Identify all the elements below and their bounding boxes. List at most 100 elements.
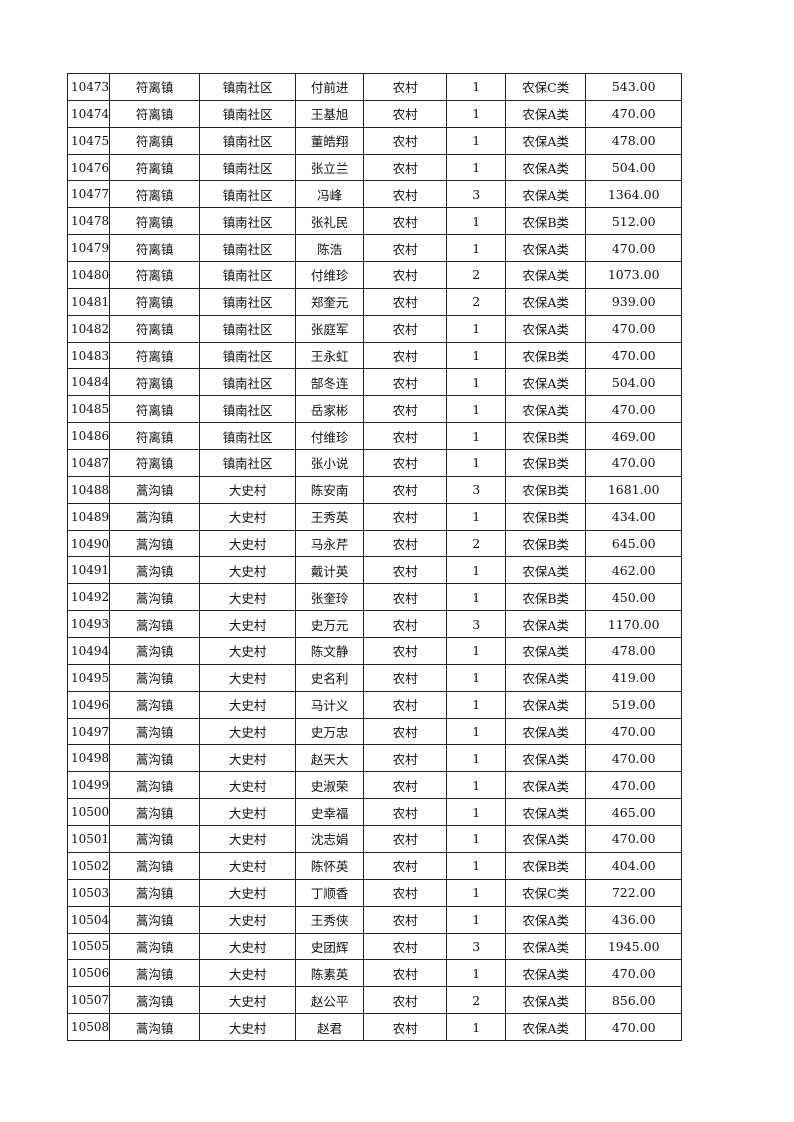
cell-household-type: 农村	[363, 825, 448, 853]
cell-village: 大史村	[199, 959, 297, 988]
cell-amount: 465.00	[585, 798, 683, 827]
cell-amount: 470.00	[585, 771, 683, 800]
cell-town: 符离镇	[109, 368, 201, 397]
cell-family-size: 1	[446, 153, 507, 182]
cell-town: 蒿沟镇	[109, 798, 201, 827]
cell-family-size: 1	[446, 234, 507, 263]
table-row: 10482 符离镇 镇南社区 张庭军 农村 1 农保A类 470.00	[66, 314, 683, 343]
cell-town: 蒿沟镇	[109, 637, 201, 665]
cell-family-size: 3	[446, 932, 507, 961]
cell-amount: 504.00	[585, 153, 683, 182]
cell-household-type: 农村	[363, 851, 448, 880]
cell-town: 蒿沟镇	[109, 878, 201, 907]
cell-town: 符离镇	[109, 180, 201, 209]
cell-village: 大史村	[199, 663, 297, 692]
cell-family-size: 1	[446, 905, 507, 934]
cell-town: 符离镇	[109, 341, 201, 370]
cell-village: 大史村	[199, 556, 297, 585]
cell-family-size: 1	[446, 126, 507, 155]
data-table: 10473 符离镇 镇南社区 付前进 农村 1 农保C类 543.00 10474 符离镇 镇南社区…	[66, 73, 683, 1041]
cell-person-name: 丁顺香	[295, 878, 365, 907]
cell-person-name: 赵天大	[295, 744, 365, 773]
cell-row-id: 10487	[66, 449, 111, 477]
cell-village: 镇南社区	[199, 261, 297, 289]
table-row: 10490 蒿沟镇 大史村 马永芹 农村 2 农保B类 645.00	[66, 529, 683, 558]
cell-person-name: 张小说	[295, 449, 365, 477]
cell-amount: 645.00	[585, 529, 683, 558]
cell-amount: 470.00	[585, 99, 683, 128]
cell-village: 大史村	[199, 475, 297, 504]
cell-family-size: 1	[446, 771, 507, 800]
cell-row-id: 10485	[66, 395, 111, 424]
cell-row-id: 10504	[66, 905, 111, 934]
cell-insurance-class: 农保A类	[505, 905, 587, 934]
cell-family-size: 1	[446, 744, 507, 773]
cell-amount: 470.00	[585, 1013, 683, 1041]
cell-village: 镇南社区	[199, 180, 297, 209]
cell-row-id: 10483	[66, 341, 111, 370]
table-row: 10479 符离镇 镇南社区 陈浩 农村 1 农保A类 470.00	[66, 234, 683, 263]
cell-insurance-class: 农保A类	[505, 368, 587, 397]
cell-household-type: 农村	[363, 368, 448, 397]
cell-row-id: 10494	[66, 637, 111, 665]
cell-village: 大史村	[199, 744, 297, 773]
cell-insurance-class: 农保A类	[505, 771, 587, 800]
cell-insurance-class: 农保A类	[505, 986, 587, 1015]
cell-insurance-class: 农保B类	[505, 475, 587, 504]
cell-household-type: 农村	[363, 153, 448, 182]
cell-person-name: 马计义	[295, 690, 365, 719]
cell-village: 大史村	[199, 932, 297, 961]
cell-row-id: 10491	[66, 556, 111, 585]
cell-amount: 469.00	[585, 422, 683, 451]
cell-row-id: 10506	[66, 959, 111, 988]
cell-family-size: 1	[446, 314, 507, 343]
cell-town: 蒿沟镇	[109, 556, 201, 585]
cell-family-size: 3	[446, 610, 507, 639]
cell-person-name: 郜冬连	[295, 368, 365, 397]
cell-row-id: 10480	[66, 261, 111, 289]
table-row: 10504 蒿沟镇 大史村 王秀侠 农村 1 农保A类 436.00	[66, 905, 683, 934]
cell-amount: 470.00	[585, 341, 683, 370]
cell-village: 镇南社区	[199, 126, 297, 155]
cell-village: 大史村	[199, 905, 297, 934]
cell-person-name: 史幸福	[295, 798, 365, 827]
cell-amount: 512.00	[585, 207, 683, 236]
cell-person-name: 史万忠	[295, 717, 365, 746]
cell-household-type: 农村	[363, 395, 448, 424]
cell-insurance-class: 农保A类	[505, 287, 587, 316]
cell-village: 镇南社区	[199, 341, 297, 370]
cell-person-name: 冯峰	[295, 180, 365, 209]
cell-town: 蒿沟镇	[109, 475, 201, 504]
table-row: 10496 蒿沟镇 大史村 马计义 农村 1 农保A类 519.00	[66, 690, 683, 719]
cell-person-name: 张庭军	[295, 314, 365, 343]
cell-insurance-class: 农保B类	[505, 207, 587, 236]
cell-household-type: 农村	[363, 529, 448, 558]
cell-village: 镇南社区	[199, 368, 297, 397]
cell-amount: 404.00	[585, 851, 683, 880]
cell-amount: 470.00	[585, 744, 683, 773]
cell-amount: 939.00	[585, 287, 683, 316]
table-row: 10506 蒿沟镇 大史村 陈素英 农村 1 农保A类 470.00	[66, 959, 683, 988]
cell-person-name: 张奎玲	[295, 583, 365, 612]
cell-person-name: 付前进	[295, 73, 365, 101]
table-row: 10499 蒿沟镇 大史村 史淑荣 农村 1 农保A类 470.00	[66, 771, 683, 800]
cell-insurance-class: 农保A类	[505, 99, 587, 128]
table-row: 10501 蒿沟镇 大史村 沈志娟 农村 1 农保A类 470.00	[66, 825, 683, 853]
table-row: 10478 符离镇 镇南社区 张礼民 农村 1 农保B类 512.00	[66, 207, 683, 236]
table-row: 10485 符离镇 镇南社区 岳家彬 农村 1 农保A类 470.00	[66, 395, 683, 424]
cell-insurance-class: 农保A类	[505, 637, 587, 665]
cell-amount: 450.00	[585, 583, 683, 612]
cell-amount: 543.00	[585, 73, 683, 101]
cell-row-id: 10474	[66, 99, 111, 128]
cell-person-name: 陈安南	[295, 475, 365, 504]
cell-row-id: 10496	[66, 690, 111, 719]
cell-family-size: 2	[446, 261, 507, 289]
cell-row-id: 10501	[66, 825, 111, 853]
cell-person-name: 张礼民	[295, 207, 365, 236]
cell-town: 蒿沟镇	[109, 986, 201, 1015]
cell-village: 镇南社区	[199, 153, 297, 182]
table-row: 10481 符离镇 镇南社区 郑奎元 农村 2 农保A类 939.00	[66, 287, 683, 316]
cell-insurance-class: 农保A类	[505, 153, 587, 182]
cell-family-size: 3	[446, 475, 507, 504]
cell-family-size: 1	[446, 99, 507, 128]
